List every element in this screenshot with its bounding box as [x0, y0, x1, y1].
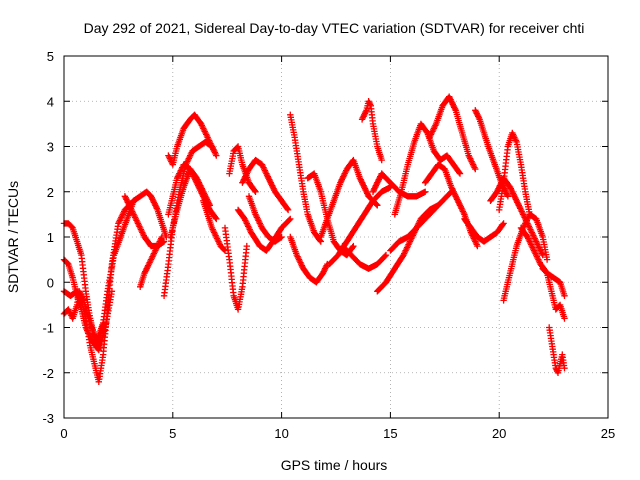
data-marker-path [317, 156, 381, 241]
tick-labels: 0 5 10 15 20 25 -3 -2 -1 0 1 2 3 4 5 [42, 49, 615, 441]
series-track-13 [221, 224, 250, 313]
data-marker-path [165, 111, 218, 168]
data-marker-path [287, 233, 331, 286]
series-track-12 [200, 197, 229, 254]
series-track-37 [539, 265, 568, 322]
data-marker-path [358, 98, 385, 164]
data-marker-path [461, 215, 507, 245]
series-track-18 [287, 111, 324, 245]
data-marker-path [539, 265, 568, 322]
series-track-31 [461, 215, 507, 245]
y-tick-label: -1 [42, 321, 54, 336]
chart-title: Day 292 of 2021, Sidereal Day-to-day VTE… [84, 20, 585, 36]
data-marker-path [546, 324, 568, 376]
series-track-35 [500, 211, 551, 304]
series-track-15 [239, 156, 292, 214]
series-track-38 [546, 324, 568, 376]
x-axis-label: GPS time / hours [281, 457, 388, 473]
series-track-11 [167, 165, 213, 241]
y-tick-label: 2 [47, 185, 54, 200]
series-track-34 [496, 129, 533, 218]
data-marker-path [496, 129, 533, 218]
data-marker-path [426, 93, 479, 173]
y-tick-label: -3 [42, 411, 54, 426]
series-track-7 [121, 193, 168, 250]
data-marker-path [221, 224, 250, 313]
y-axis-label: SDTVAR / TECUs [5, 181, 21, 293]
y-tick-label: 0 [47, 275, 54, 290]
series-track-29 [426, 93, 479, 173]
x-tick-label: 10 [274, 426, 288, 441]
y-tick-label: 5 [47, 49, 54, 64]
y-tick-label: 4 [47, 94, 54, 109]
grid [64, 56, 608, 418]
data-marker-path [245, 193, 285, 245]
data-marker-path [287, 111, 324, 245]
x-tick-label: 20 [492, 426, 506, 441]
data-marker-path [500, 211, 551, 304]
series-track-17 [245, 193, 285, 245]
x-tick-label: 5 [169, 426, 176, 441]
y-tick-label: 3 [47, 140, 54, 155]
data-marker-path [121, 193, 168, 250]
series-track-28 [391, 120, 464, 218]
data-marker-path [339, 242, 390, 272]
series-track-19 [287, 233, 331, 286]
series-track-21 [317, 156, 381, 241]
x-tick-label: 15 [383, 426, 397, 441]
series-track-9 [165, 111, 218, 168]
data-marker-path [200, 197, 229, 254]
y-tick-label: 1 [47, 230, 54, 245]
series-track-24 [339, 242, 390, 272]
data-marker-path [167, 165, 213, 241]
series-track-27 [387, 188, 455, 254]
data-marker-path [239, 156, 292, 214]
x-tick-label: 25 [601, 426, 615, 441]
data-marker-path [387, 188, 455, 254]
axis-ticks [63, 55, 609, 419]
x-tick-label: 0 [60, 426, 67, 441]
y-tick-label: -2 [42, 366, 54, 381]
series-track-23 [358, 98, 385, 164]
data-marker-path [391, 120, 464, 218]
